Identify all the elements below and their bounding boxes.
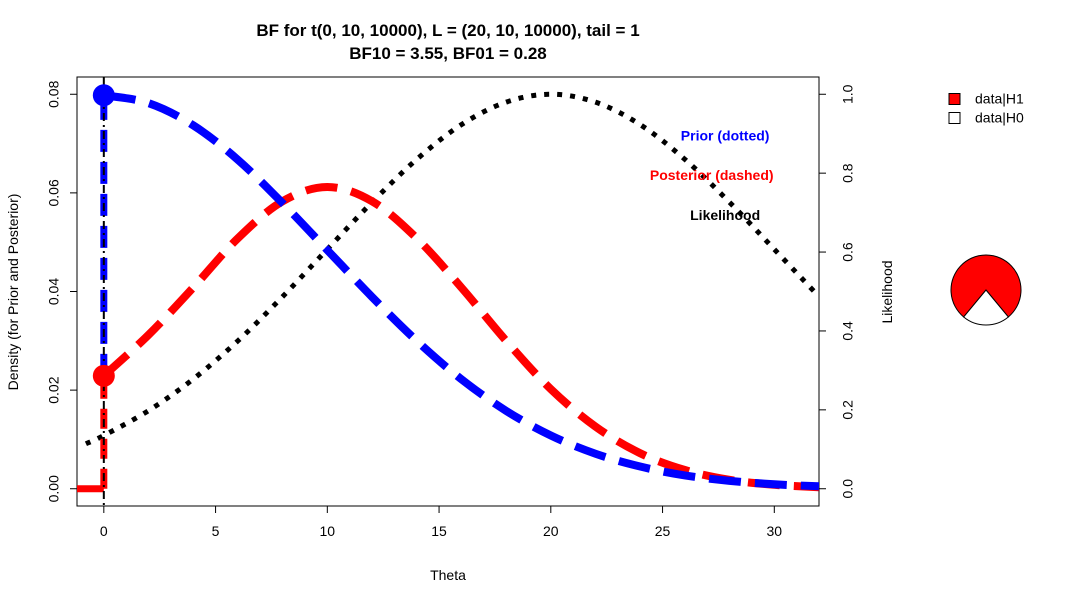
x-tick-label: 20 xyxy=(543,523,559,539)
curve-annotation: Posterior (dashed) xyxy=(650,167,774,183)
curve-annotation: Likelihood xyxy=(690,207,760,223)
y-tick-label: 0.04 xyxy=(46,278,62,305)
legend-label: data|H0 xyxy=(975,110,1024,126)
posterior-point-mass xyxy=(92,364,115,387)
chart-subtitle: BF10 = 3.55, BF01 = 0.28 xyxy=(349,44,547,63)
legend-label: data|H1 xyxy=(975,91,1024,107)
x-tick-label: 15 xyxy=(431,523,447,539)
legend-swatch xyxy=(948,112,961,124)
y-tick-label: 0.02 xyxy=(46,376,62,403)
y-right-tick-label: 0.2 xyxy=(840,400,856,420)
x-tick-label: 5 xyxy=(212,523,220,539)
prior-curve xyxy=(103,91,819,491)
x-axis: 0 5 10 15 20 25 30 xyxy=(100,506,782,539)
y-right-tick-label: 0.0 xyxy=(840,479,856,499)
y-right-tick-label: 1.0 xyxy=(840,84,856,104)
x-tick-label: 0 xyxy=(100,523,108,539)
y-axis-label: Density (for Prior and Posterior) xyxy=(5,194,21,391)
x-tick-label: 30 xyxy=(767,523,783,539)
x-tick-label: 25 xyxy=(655,523,671,539)
pie-slice xyxy=(962,289,1010,326)
y-tick-label: 0.08 xyxy=(46,80,62,107)
y-tick-label: 0.06 xyxy=(46,179,62,206)
y-right-tick-label: 0.6 xyxy=(840,242,856,262)
prior-point-mass xyxy=(92,84,115,107)
x-axis-label: Theta xyxy=(430,567,466,583)
curve-annotation: Prior (dotted) xyxy=(681,127,770,143)
likelihood-curve xyxy=(84,91,819,447)
series-layer xyxy=(77,77,819,506)
y-right-tick-label: 0.8 xyxy=(840,163,856,183)
legend-swatch xyxy=(948,93,961,105)
y-right-tick-label: 0.4 xyxy=(840,321,856,341)
chart-title: BF for t(0, 10, 10000), L = (20, 10, 100… xyxy=(256,21,639,40)
y-axis-label-right: Likelihood xyxy=(879,260,895,323)
annotation-layer: Prior (dotted) Posterior (dashed) Likeliho… xyxy=(650,127,774,222)
x-tick-label: 10 xyxy=(320,523,336,539)
posterior-curve xyxy=(101,182,819,492)
y-axis-right: 0.0 0.2 0.4 0.6 0.8 1.0 xyxy=(819,84,856,498)
legend: data|H1 data|H0 xyxy=(948,91,1024,126)
y-tick-label: 0.00 xyxy=(46,475,62,502)
y-axis-left: 0.00 0.02 0.04 0.06 0.08 xyxy=(46,80,77,502)
pie-slice xyxy=(950,254,1022,318)
pie-chart xyxy=(950,254,1022,326)
